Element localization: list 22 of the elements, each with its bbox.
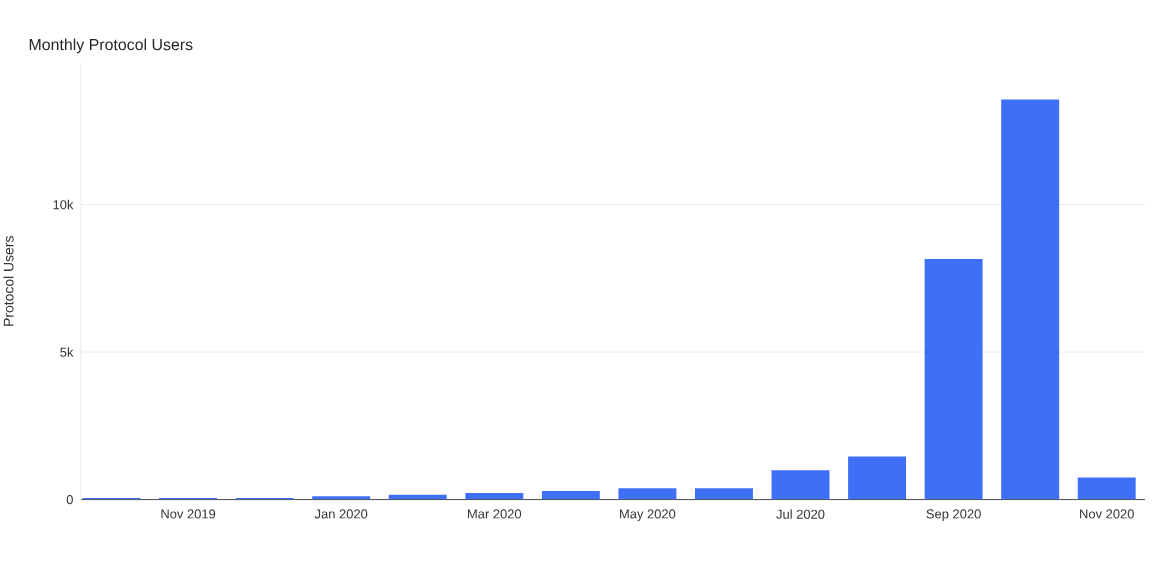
- bar: [848, 456, 907, 500]
- y-axis-title: Protocol Users: [3, 236, 14, 327]
- bar: [618, 488, 677, 500]
- bar: [694, 488, 753, 500]
- x-tick-label: Jul 2020: [776, 509, 825, 520]
- bar: [924, 259, 983, 500]
- x-tick-label: Sep 2020: [926, 509, 981, 522]
- x-tick-label: Mar 2020: [468, 509, 522, 519]
- bar: [312, 496, 371, 500]
- y-tick-label: 5k: [60, 347, 74, 358]
- bar: [465, 493, 524, 500]
- bar: [541, 491, 600, 500]
- x-tick-label: Jan 2020: [314, 509, 368, 519]
- y-tick-label: 10k: [53, 200, 74, 210]
- y-tick-label: 0: [66, 495, 73, 505]
- x-tick-label: Nov 2020: [1080, 509, 1134, 519]
- chart-title: Monthly Protocol Users: [29, 38, 193, 54]
- x-tick-label: Nov 2019: [161, 509, 216, 519]
- x-tick-label: May 2020: [620, 509, 676, 522]
- bar: [1077, 477, 1136, 500]
- bar: [1001, 99, 1060, 500]
- bar: [771, 470, 830, 500]
